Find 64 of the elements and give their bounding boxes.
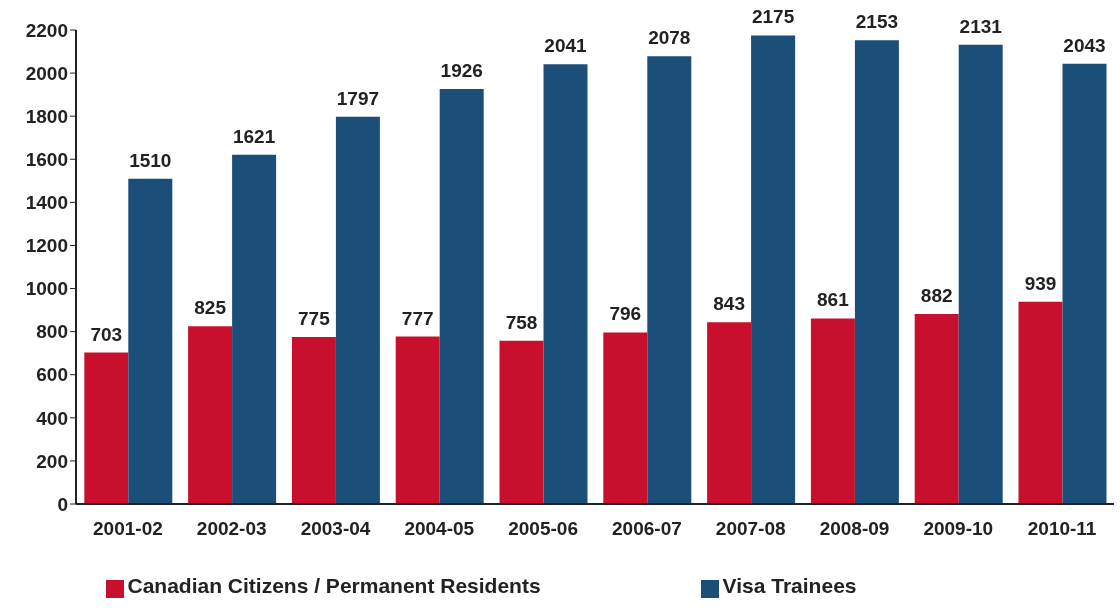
y-tick-label: 1600	[25, 149, 68, 171]
y-tick-label: 0	[57, 493, 68, 515]
data-label: 2041	[544, 35, 588, 57]
data-label: 882	[920, 284, 953, 306]
y-tick-label: 1000	[25, 278, 68, 300]
data-label: 843	[713, 293, 745, 315]
data-label: 861	[817, 289, 850, 311]
y-tick-label: 1400	[25, 192, 68, 214]
bar	[1018, 301, 1063, 504]
x-tick-label: 2004-05	[404, 518, 475, 540]
data-label: 1926	[440, 60, 483, 82]
bar	[751, 35, 796, 504]
x-tick-label: 2006-07	[612, 518, 682, 540]
bar	[232, 154, 277, 504]
bar	[499, 340, 544, 504]
x-tick-label: 2005-06	[508, 518, 578, 540]
data-label: 2131	[959, 15, 1003, 37]
x-tick-label: 2002-03	[196, 518, 267, 540]
x-tick-label: 2009-10	[923, 518, 994, 540]
bar	[914, 313, 959, 504]
bar	[810, 318, 855, 504]
data-label: 1510	[129, 149, 172, 171]
bar	[84, 352, 129, 504]
data-label: 703	[90, 323, 123, 345]
y-tick-label: 800	[36, 321, 68, 343]
data-label: 939	[1024, 272, 1057, 294]
data-label: 2043	[1063, 34, 1106, 56]
data-label: 2153	[855, 11, 899, 33]
bar	[958, 44, 1003, 504]
data-label: 2175	[751, 6, 795, 28]
y-tick-label: 600	[36, 364, 68, 386]
data-label: 1621	[232, 125, 276, 147]
legend-label: Canadian Citizens / Permanent Residents	[127, 574, 541, 597]
bar	[543, 64, 588, 504]
bar	[439, 89, 484, 504]
bar	[707, 322, 752, 504]
y-tick-label: 400	[36, 407, 68, 429]
data-label: 2078	[648, 27, 691, 49]
bar	[128, 178, 173, 504]
bar	[335, 116, 380, 504]
data-label: 1797	[336, 87, 380, 109]
x-tick-label: 2003-04	[300, 518, 371, 540]
bar	[188, 326, 233, 504]
x-tick-label: 2007-08	[715, 518, 786, 540]
x-tick-label: 2010-11	[1027, 518, 1097, 540]
y-tick-label: 200	[36, 450, 68, 472]
bar	[647, 56, 692, 504]
bar	[603, 332, 648, 504]
x-tick-label: 2001-02	[93, 518, 163, 540]
bar	[291, 337, 336, 504]
legend-label: Visa Trainees	[722, 574, 857, 597]
y-tick-label: 2200	[25, 19, 68, 41]
data-label: 796	[609, 303, 642, 325]
y-tick-label: 1800	[25, 105, 68, 127]
data-label: 758	[505, 311, 538, 333]
x-tick-label: 2008-09	[819, 518, 890, 540]
bar	[854, 40, 899, 504]
bar	[1062, 63, 1107, 504]
data-label: 775	[298, 308, 331, 330]
data-label: 777	[401, 307, 434, 329]
bar	[395, 336, 440, 504]
y-tick-label: 2000	[25, 62, 68, 84]
data-label: 825	[194, 297, 227, 319]
y-tick-label: 1200	[25, 235, 68, 257]
